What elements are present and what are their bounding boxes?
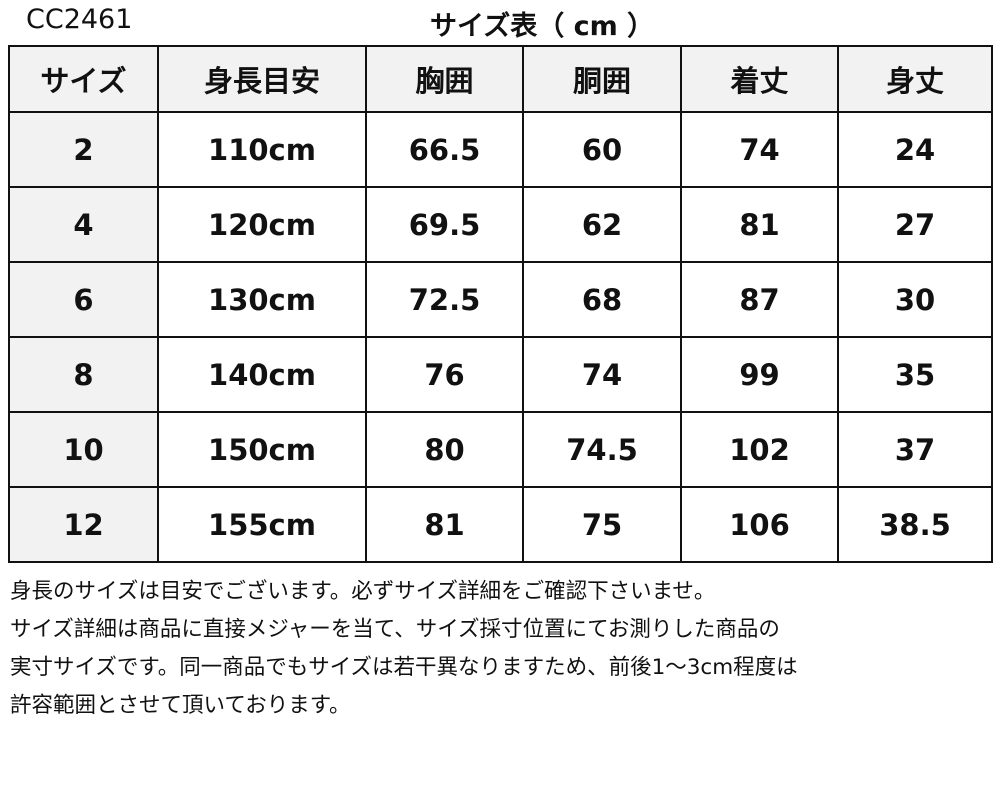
header-cell: 身長目安 (157, 45, 367, 113)
table-row: 10 150cm 80 74.5 102 37 (8, 411, 993, 488)
table-cell: 80 (365, 411, 524, 488)
table-cell: 6 (8, 261, 159, 338)
table-cell: 74.5 (522, 411, 682, 488)
size-table: サイズ 身長目安 胸囲 胴囲 着丈 身丈 2 110cm 66.5 60 74 24 4 12… (8, 45, 993, 563)
table-cell: 74 (522, 336, 682, 413)
header-cell: 胴囲 (522, 45, 682, 113)
header-cell: 着丈 (680, 45, 839, 113)
table-cell: 37 (837, 411, 993, 488)
table-cell: 81 (680, 186, 839, 263)
header-cell: サイズ (8, 45, 159, 113)
table-cell: 106 (680, 486, 839, 563)
table-cell: 68 (522, 261, 682, 338)
page-title: サイズ表（ cm ） (430, 11, 655, 42)
table-cell: 155cm (157, 486, 367, 563)
table-cell: 99 (680, 336, 839, 413)
table-cell: 81 (365, 486, 524, 563)
note-line: 身長のサイズは目安でございます。必ずサイズ詳細をご確認下さいませ。 (10, 579, 716, 604)
table-cell: 4 (8, 186, 159, 263)
table-cell: 75 (522, 486, 682, 563)
table-cell: 8 (8, 336, 159, 413)
table-row: 6 130cm 72.5 68 87 30 (8, 261, 993, 338)
table-cell: 66.5 (365, 111, 524, 188)
table-cell: 110cm (157, 111, 367, 188)
table-cell: 60 (522, 111, 682, 188)
table-cell: 10 (8, 411, 159, 488)
product-code: CC2461 (26, 4, 133, 35)
table-header-row: サイズ 身長目安 胸囲 胴囲 着丈 身丈 (8, 45, 993, 113)
note-line: 実寸サイズです。同一商品でもサイズは若干異なりますため、前後1～3cm程度は (10, 655, 798, 680)
table-cell: 120cm (157, 186, 367, 263)
table-cell: 30 (837, 261, 993, 338)
table-cell: 102 (680, 411, 839, 488)
note-line: サイズ詳細は商品に直接メジャーを当て、サイズ採寸位置にてお測りした商品の (10, 617, 780, 642)
table-cell: 140cm (157, 336, 367, 413)
table-cell: 12 (8, 486, 159, 563)
header-cell: 胸囲 (365, 45, 524, 113)
header-cell: 身丈 (837, 45, 993, 113)
note-line: 許容範囲とさせて頂いております。 (10, 693, 351, 718)
table-cell: 76 (365, 336, 524, 413)
table-row: 4 120cm 69.5 62 81 27 (8, 186, 993, 263)
table-cell: 69.5 (365, 186, 524, 263)
table-row: 2 110cm 66.5 60 74 24 (8, 111, 993, 188)
table-cell: 38.5 (837, 486, 993, 563)
table-cell: 150cm (157, 411, 367, 488)
table-cell: 72.5 (365, 261, 524, 338)
table-cell: 2 (8, 111, 159, 188)
table-cell: 27 (837, 186, 993, 263)
size-notes: 身長のサイズは目安でございます。必ずサイズ詳細をご確認下さいませ。 サイズ詳細は… (10, 573, 995, 725)
table-row: 12 155cm 81 75 106 38.5 (8, 486, 993, 563)
table-cell: 130cm (157, 261, 367, 338)
table-row: 8 140cm 76 74 99 35 (8, 336, 993, 413)
table-cell: 24 (837, 111, 993, 188)
table-cell: 87 (680, 261, 839, 338)
table-cell: 74 (680, 111, 839, 188)
table-cell: 62 (522, 186, 682, 263)
table-cell: 35 (837, 336, 993, 413)
